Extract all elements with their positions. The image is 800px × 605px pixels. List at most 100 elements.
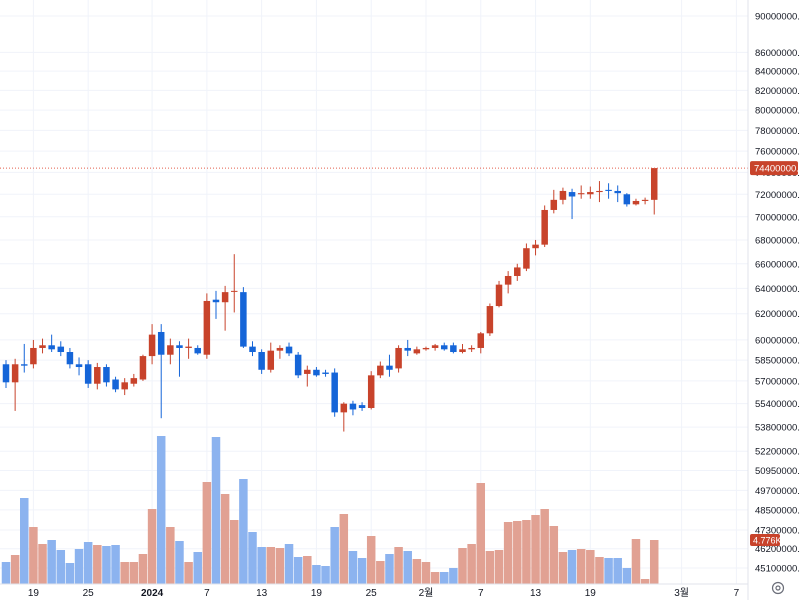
candle-body [148, 334, 156, 357]
y-tick-label: 72000000.0 [755, 190, 800, 201]
y-tick-label: 52200000.0 [755, 447, 800, 458]
volume-bar [385, 554, 394, 584]
volume-bar [184, 562, 193, 584]
candle-body [632, 200, 640, 205]
y-tick-label: 50950000.0 [755, 466, 800, 477]
candle-body [249, 346, 256, 353]
volume-bar [586, 550, 595, 584]
candle-body [486, 306, 494, 334]
candle-body [39, 345, 46, 348]
candle-body [367, 375, 375, 409]
candle-body [550, 199, 558, 210]
volume-bar [93, 545, 102, 584]
candle-body [2, 364, 10, 383]
volume-bar [175, 541, 184, 584]
volume-bar [29, 527, 38, 584]
y-tick-label: 64000000.0 [755, 284, 800, 295]
volume-bar [1, 562, 11, 584]
candle-body [221, 292, 229, 303]
candle-body [349, 403, 357, 410]
volume-bar [540, 509, 549, 584]
candle-body [212, 299, 220, 303]
candle-body [468, 347, 475, 350]
volume-bar [293, 557, 303, 584]
volume-bar [394, 547, 403, 584]
volume-bar [567, 550, 577, 584]
y-tick-label: 90000000.0 [755, 12, 800, 23]
candle-body [459, 349, 466, 353]
candle-body [650, 168, 658, 200]
volume-bar [348, 551, 358, 584]
candle-body [112, 379, 119, 390]
volume-bar [83, 542, 93, 584]
volume-bar [494, 550, 504, 584]
last-volume-label: 4.776K [753, 536, 782, 546]
candle-body [596, 190, 603, 193]
volume-bar [147, 509, 157, 584]
candle-body [276, 347, 284, 351]
candle-body [176, 345, 183, 348]
volume-bar [230, 520, 239, 584]
candle-body [11, 364, 19, 383]
volume-bars [1, 436, 659, 584]
volume-bar [20, 498, 29, 584]
volume-bar [284, 544, 294, 584]
y-tick-label: 70000000.0 [755, 212, 800, 223]
candles [2, 168, 658, 432]
volume-bar [166, 527, 175, 584]
x-tick-label: 19 [28, 588, 40, 599]
grid-lines [0, 0, 748, 584]
y-tick-label: 49700000.0 [755, 486, 800, 497]
candle-body [304, 369, 311, 374]
volume-bar [503, 522, 513, 584]
volume-bar [458, 548, 467, 584]
volume-bar [257, 547, 266, 584]
x-tick-label: 19 [585, 588, 597, 599]
candle-body [331, 372, 338, 413]
y-tick-label: 76000000.0 [755, 147, 800, 158]
volume-bar [111, 545, 120, 584]
volume-bar [604, 558, 613, 584]
candle-body [313, 369, 320, 376]
volume-bar [239, 479, 248, 584]
volume-bar [275, 548, 285, 584]
candle-body [450, 345, 457, 353]
volume-bar [330, 527, 339, 584]
price-axis[interactable]: 90000000.0 86000000.0 84000000.0 82000000.0… [747, 0, 800, 600]
volume-bar [38, 544, 47, 584]
candle-body [267, 350, 275, 370]
candle-body [157, 331, 165, 355]
volume-bar [439, 572, 449, 584]
volume-bar [622, 568, 632, 584]
y-tick-label: 66000000.0 [755, 259, 800, 270]
volume-bar [467, 544, 476, 584]
candle-body [84, 364, 92, 384]
candle-body [139, 356, 147, 380]
candle-body [203, 300, 211, 355]
candle-body [395, 347, 402, 369]
volume-bar [513, 521, 522, 584]
x-tick-label: 25 [83, 588, 95, 599]
volume-bar [321, 566, 330, 584]
candle-body [623, 194, 631, 205]
y-tick-label: 48500000.0 [755, 505, 800, 516]
volume-bar [102, 546, 111, 584]
y-tick-label: 62000000.0 [755, 309, 800, 320]
volume-bar [266, 547, 276, 584]
candle-body [75, 364, 83, 368]
gear-icon[interactable] [770, 580, 786, 596]
volume-bar [558, 552, 568, 584]
candle-body [641, 199, 649, 201]
volume-bar [47, 540, 56, 584]
volume-bar [476, 483, 486, 584]
volume-bar [10, 555, 20, 584]
volume-bar [220, 494, 230, 584]
y-tick-label: 47300000.0 [755, 525, 800, 536]
candle-body [130, 378, 138, 384]
volume-bar [531, 515, 540, 584]
candle-body [57, 346, 65, 353]
volume-bar [631, 539, 641, 584]
time-axis[interactable]: 19 25 2024 7 13 19 25 2월 7 13 19 3월 7 [0, 583, 748, 599]
